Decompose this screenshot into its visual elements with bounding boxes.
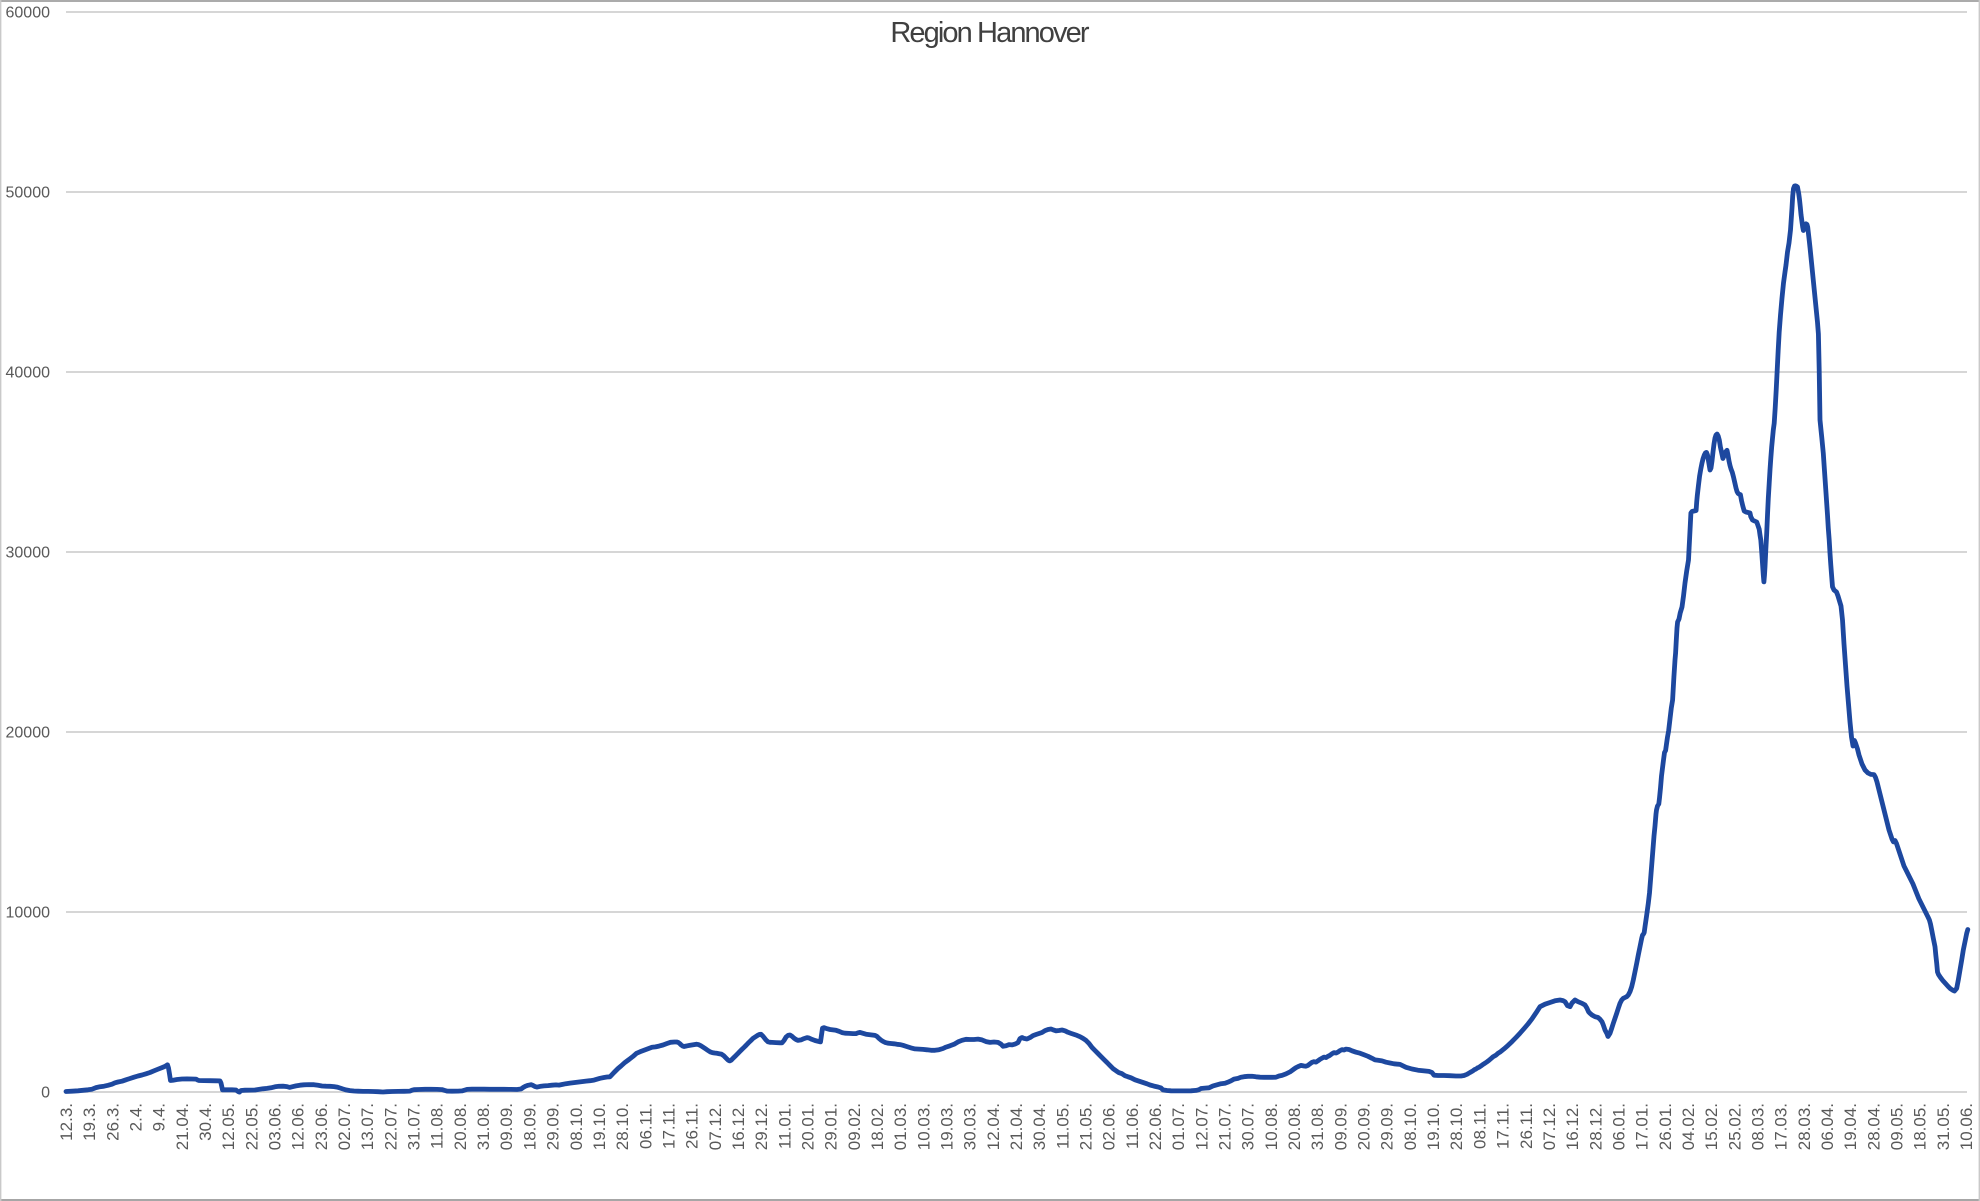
svg-text:21.05.: 21.05. [1077, 1103, 1096, 1150]
svg-text:17.03.: 17.03. [1772, 1103, 1791, 1150]
svg-text:9.4.: 9.4. [150, 1103, 169, 1131]
svg-text:30000: 30000 [6, 545, 51, 562]
svg-text:21.04.: 21.04. [1007, 1103, 1026, 1150]
svg-text:16.12.: 16.12. [729, 1103, 748, 1150]
svg-text:30.04.: 30.04. [1030, 1103, 1049, 1150]
svg-text:01.03.: 01.03. [891, 1103, 910, 1150]
svg-text:12.07.: 12.07. [1192, 1103, 1211, 1150]
svg-text:19.3.: 19.3. [80, 1103, 99, 1141]
svg-text:12.04.: 12.04. [984, 1103, 1003, 1150]
svg-text:12.05.: 12.05. [219, 1103, 238, 1150]
svg-text:07.12.: 07.12. [1540, 1103, 1559, 1150]
svg-text:07.12.: 07.12. [706, 1103, 725, 1150]
svg-text:19.10.: 19.10. [1424, 1103, 1443, 1150]
svg-text:31.08.: 31.08. [474, 1103, 493, 1150]
svg-text:08.03.: 08.03. [1749, 1103, 1768, 1150]
svg-text:10.08.: 10.08. [1262, 1103, 1281, 1150]
svg-text:31.08.: 31.08. [1308, 1103, 1327, 1150]
svg-text:23.06.: 23.06. [312, 1103, 331, 1150]
svg-text:06.04.: 06.04. [1818, 1103, 1837, 1150]
svg-text:10.03.: 10.03. [914, 1103, 933, 1150]
svg-text:10.06.: 10.06. [1957, 1103, 1976, 1150]
svg-text:22.07.: 22.07. [381, 1103, 400, 1150]
svg-text:18.05.: 18.05. [1911, 1103, 1930, 1150]
svg-text:09.09.: 09.09. [1331, 1103, 1350, 1150]
svg-text:20000: 20000 [6, 725, 51, 742]
svg-text:60000: 60000 [6, 5, 51, 22]
svg-text:28.10.: 28.10. [613, 1103, 632, 1150]
svg-text:26.01.: 26.01. [1656, 1103, 1675, 1150]
svg-text:13.07.: 13.07. [358, 1103, 377, 1150]
svg-text:19.10.: 19.10. [590, 1103, 609, 1150]
svg-text:50000: 50000 [6, 185, 51, 202]
svg-text:31.05.: 31.05. [1934, 1103, 1953, 1150]
svg-text:22.06.: 22.06. [1146, 1103, 1165, 1150]
svg-text:03.06.: 03.06. [266, 1103, 285, 1150]
svg-text:04.02.: 04.02. [1679, 1103, 1698, 1150]
svg-text:12.3.: 12.3. [57, 1103, 76, 1141]
svg-text:29.12.: 29.12. [752, 1103, 771, 1150]
svg-text:21.07.: 21.07. [1216, 1103, 1235, 1150]
svg-text:19.03.: 19.03. [938, 1103, 957, 1150]
svg-text:10000: 10000 [6, 905, 51, 922]
svg-text:28.04.: 28.04. [1864, 1103, 1883, 1150]
svg-text:28.03.: 28.03. [1795, 1103, 1814, 1150]
svg-text:40000: 40000 [6, 365, 51, 382]
svg-text:2.4.: 2.4. [127, 1103, 146, 1131]
svg-text:08.10.: 08.10. [567, 1103, 586, 1150]
svg-text:26.11.: 26.11. [683, 1103, 702, 1149]
svg-text:0: 0 [41, 1085, 50, 1102]
svg-text:30.4.: 30.4. [196, 1103, 215, 1141]
svg-text:20.08.: 20.08. [1285, 1103, 1304, 1150]
svg-text:20.01.: 20.01. [799, 1103, 818, 1150]
svg-text:09.09.: 09.09. [497, 1103, 516, 1150]
svg-text:02.07.: 02.07. [335, 1103, 354, 1150]
svg-text:15.02.: 15.02. [1702, 1103, 1721, 1150]
svg-text:06.11.: 06.11. [636, 1103, 655, 1149]
svg-text:17.11.: 17.11. [1494, 1103, 1513, 1149]
svg-text:29.09.: 29.09. [1378, 1103, 1397, 1150]
svg-text:28.12.: 28.12. [1586, 1103, 1605, 1150]
svg-text:11.05.: 11.05. [1053, 1103, 1072, 1149]
svg-text:11.06.: 11.06. [1123, 1103, 1142, 1149]
svg-text:21.04.: 21.04. [173, 1103, 192, 1150]
svg-text:11.01.: 11.01. [775, 1103, 794, 1149]
svg-text:17.01.: 17.01. [1633, 1103, 1652, 1150]
svg-text:30.07.: 30.07. [1239, 1103, 1258, 1150]
svg-text:20.08.: 20.08. [451, 1103, 470, 1150]
svg-text:12.06.: 12.06. [289, 1103, 308, 1150]
svg-text:28.10.: 28.10. [1447, 1103, 1466, 1150]
svg-text:17.11.: 17.11. [659, 1103, 678, 1149]
svg-text:19.04.: 19.04. [1841, 1103, 1860, 1150]
svg-text:22.05.: 22.05. [242, 1103, 261, 1150]
svg-text:20.09.: 20.09. [1355, 1103, 1374, 1150]
svg-text:16.12.: 16.12. [1563, 1103, 1582, 1150]
svg-text:08.10.: 08.10. [1401, 1103, 1420, 1150]
svg-text:02.06.: 02.06. [1100, 1103, 1119, 1150]
svg-text:29.09.: 29.09. [544, 1103, 563, 1150]
svg-text:09.02.: 09.02. [845, 1103, 864, 1150]
svg-text:Region Hannover: Region Hannover [890, 17, 1089, 49]
svg-text:26.11.: 26.11. [1517, 1103, 1536, 1149]
svg-text:06.01.: 06.01. [1609, 1103, 1628, 1150]
svg-text:26.3.: 26.3. [103, 1103, 122, 1141]
svg-text:31.07.: 31.07. [405, 1103, 424, 1150]
svg-text:09.05.: 09.05. [1888, 1103, 1907, 1150]
svg-text:29.01.: 29.01. [822, 1103, 841, 1150]
svg-text:30.03.: 30.03. [961, 1103, 980, 1150]
svg-text:18.09.: 18.09. [520, 1103, 539, 1150]
svg-text:08.11.: 08.11. [1470, 1103, 1489, 1149]
svg-text:25.02.: 25.02. [1725, 1103, 1744, 1150]
svg-text:18.02.: 18.02. [868, 1103, 887, 1150]
svg-text:01.07.: 01.07. [1169, 1103, 1188, 1150]
svg-text:11.08.: 11.08. [428, 1103, 447, 1149]
